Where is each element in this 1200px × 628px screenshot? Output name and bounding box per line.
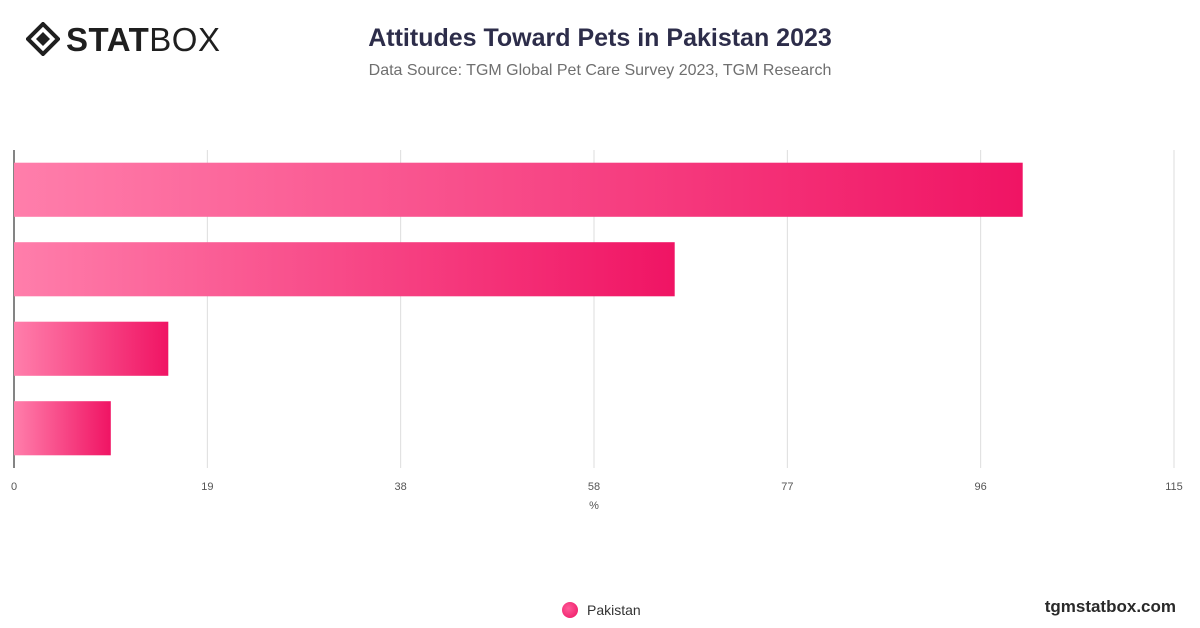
chart-subtitle: Data Source: TGM Global Pet Care Survey … [368,62,832,79]
x-axis-ticks: 0 19 38 58 77 96 115 [11,481,1183,493]
chart-title: Attitudes Toward Pets in Pakistan 2023 [368,24,832,52]
website-credit[interactable]: tgmstatbox.com [1044,597,1176,616]
logo-bold-text: STAT [66,20,150,58]
bar-chart: 0 19 38 58 77 96 115 % [11,150,1183,512]
bar-4[interactable] [14,401,111,456]
bar-2[interactable] [14,242,675,297]
statbox-logo: STATBOX [26,22,220,56]
bar-1[interactable] [14,162,1023,217]
bar-3[interactable] [14,321,169,376]
x-tick-label: 96 [975,481,987,493]
legend[interactable]: Pakistan [562,602,641,618]
statbox-diamond-icon [26,22,60,56]
logo-light-text: BOX [149,20,221,58]
legend-marker-pakistan [562,602,578,618]
x-tick-label: 0 [11,481,17,493]
legend-label-pakistan: Pakistan [587,602,641,618]
x-tick-label: 38 [395,481,407,493]
x-tick-label: 77 [781,481,793,493]
logo-wordmark: STATBOX [66,23,220,56]
x-axis-label: % [589,500,599,512]
x-tick-label: 115 [1165,481,1183,493]
x-tick-label: 58 [588,481,600,493]
x-tick-label: 19 [201,481,213,493]
bars [14,162,1023,456]
